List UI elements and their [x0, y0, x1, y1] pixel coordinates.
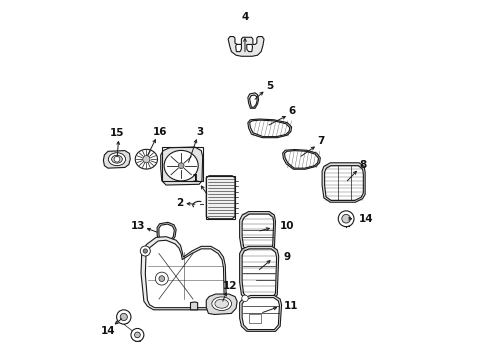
Ellipse shape [112, 155, 122, 163]
Circle shape [120, 314, 127, 320]
Polygon shape [206, 294, 237, 315]
Polygon shape [242, 249, 276, 298]
Ellipse shape [164, 150, 198, 181]
Polygon shape [161, 147, 203, 185]
Text: 12: 12 [222, 281, 237, 291]
Ellipse shape [135, 149, 157, 169]
Polygon shape [240, 212, 275, 252]
Polygon shape [146, 240, 224, 308]
Circle shape [178, 163, 184, 168]
Circle shape [131, 328, 144, 341]
Circle shape [242, 295, 248, 302]
Ellipse shape [212, 297, 232, 311]
Polygon shape [240, 296, 282, 331]
Text: 16: 16 [152, 127, 167, 137]
Polygon shape [247, 44, 252, 51]
Circle shape [114, 156, 120, 162]
Text: 2: 2 [176, 198, 183, 208]
Circle shape [338, 211, 354, 226]
Text: 4: 4 [241, 12, 249, 22]
Ellipse shape [290, 157, 297, 162]
Polygon shape [236, 44, 242, 51]
Polygon shape [322, 163, 365, 202]
Polygon shape [324, 166, 364, 201]
Text: 8: 8 [359, 160, 366, 170]
Text: 5: 5 [266, 81, 273, 91]
Polygon shape [250, 120, 290, 136]
Polygon shape [248, 93, 259, 108]
Polygon shape [206, 176, 235, 219]
Circle shape [135, 332, 140, 338]
Polygon shape [248, 119, 292, 138]
Polygon shape [191, 302, 197, 310]
Polygon shape [285, 150, 318, 168]
Circle shape [342, 215, 350, 223]
Ellipse shape [215, 299, 228, 308]
Text: 11: 11 [284, 301, 298, 311]
Polygon shape [242, 298, 279, 329]
Text: 14: 14 [359, 214, 373, 224]
Text: 13: 13 [131, 221, 146, 231]
Text: 3: 3 [196, 127, 204, 137]
Polygon shape [159, 224, 174, 242]
Circle shape [117, 310, 131, 324]
Circle shape [143, 249, 147, 253]
Text: 6: 6 [289, 106, 296, 116]
Text: 10: 10 [280, 221, 294, 231]
Polygon shape [250, 95, 257, 107]
Polygon shape [141, 237, 226, 310]
Ellipse shape [108, 153, 125, 166]
Text: 15: 15 [109, 128, 124, 138]
Circle shape [159, 276, 165, 282]
Polygon shape [103, 150, 130, 168]
Polygon shape [157, 222, 176, 244]
Text: 14: 14 [101, 325, 115, 336]
Polygon shape [283, 149, 320, 169]
Polygon shape [228, 37, 264, 56]
Polygon shape [242, 214, 274, 251]
Polygon shape [240, 246, 279, 300]
Circle shape [140, 246, 150, 256]
Circle shape [143, 156, 150, 163]
Text: 7: 7 [318, 136, 325, 146]
Text: 1: 1 [192, 174, 199, 184]
Circle shape [155, 272, 168, 285]
Text: 9: 9 [284, 252, 291, 262]
